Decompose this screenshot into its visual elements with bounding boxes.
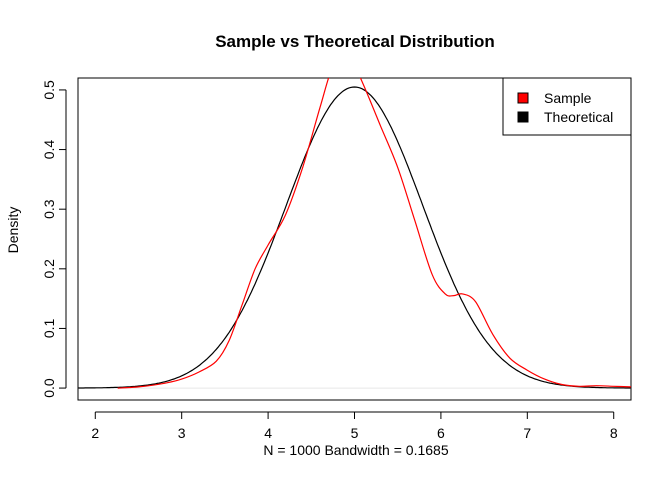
legend-label-sample: Sample: [544, 90, 592, 106]
x-tick-label: 6: [437, 425, 445, 441]
chart-title: Sample vs Theoretical Distribution: [215, 32, 495, 51]
series-line-sample: [117, 78, 631, 389]
legend: Sample Theoretical: [502, 77, 632, 136]
legend-box: [502, 77, 632, 136]
x-axis-label: N = 1000 Bandwidth = 0.1685: [263, 442, 448, 458]
y-axis: 0.0 0.1 0.2 0.3 0.4 0.5: [41, 80, 67, 398]
y-tick-label: 0.2: [41, 259, 57, 279]
plot-frame: [77, 77, 632, 401]
y-tick-label: 0.4: [41, 140, 57, 160]
x-tick-label: 5: [351, 425, 359, 441]
y-tick-label: 0.1: [41, 319, 57, 339]
x-tick-label: 3: [178, 425, 186, 441]
y-tick-label: 0.3: [41, 199, 57, 219]
series-line-theoretical: [78, 86, 631, 389]
legend-swatch-sample: [517, 92, 529, 104]
legend-label-theoretical: Theoretical: [544, 109, 613, 125]
x-tick-label: 8: [610, 425, 618, 441]
y-tick-label: 0.5: [41, 80, 57, 100]
y-axis-label: Density: [5, 207, 21, 254]
legend-swatch-theoretical: [517, 111, 529, 123]
x-axis: 2 3 4 5 6 7 8: [91, 411, 618, 441]
x-tick-label: 4: [264, 425, 272, 441]
y-tick-label: 0.0: [41, 378, 57, 398]
x-tick-label: 7: [523, 425, 531, 441]
x-tick-label: 2: [91, 425, 99, 441]
